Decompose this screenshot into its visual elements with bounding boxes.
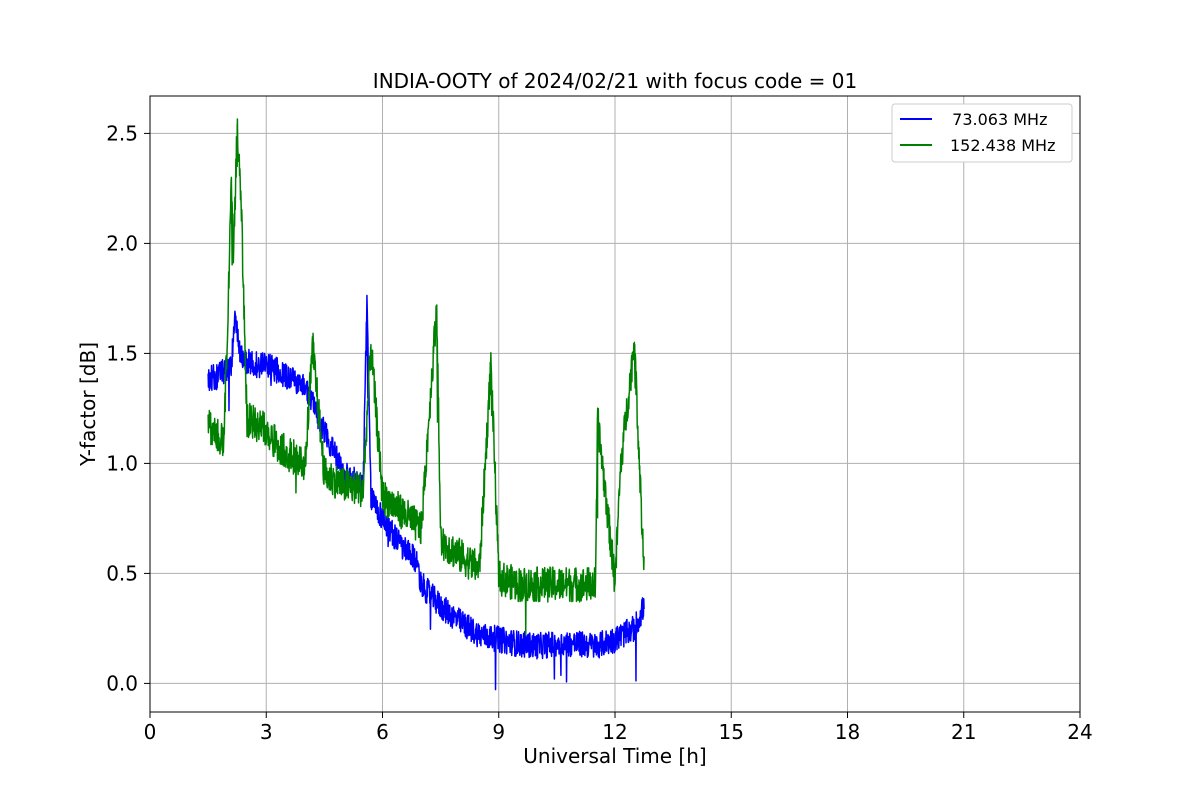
y-axis-label: Y-factor [dB] bbox=[76, 342, 100, 467]
x-tick-label: 15 bbox=[719, 720, 744, 744]
x-tick-label: 3 bbox=[260, 720, 273, 744]
y-tick-label: 0.5 bbox=[106, 561, 138, 585]
x-tick-label: 0 bbox=[144, 720, 157, 744]
x-tick-label: 21 bbox=[951, 720, 976, 744]
series-line-0 bbox=[207, 294, 645, 691]
tick-layer: 0 3 6 9 12 15 18 21 24 0.0 0.5 1.0 1.5 2.0 2.5 bbox=[106, 121, 1093, 744]
y-tick-label: 1.0 bbox=[106, 451, 138, 475]
chart-title: INDIA-OOTY of 2024/02/21 with focus code… bbox=[373, 69, 857, 93]
x-tick-label: 9 bbox=[492, 720, 505, 744]
legend-label-152mhz: 152.438 MHz bbox=[950, 136, 1055, 155]
legend: 73.063 MHz 152.438 MHz bbox=[891, 103, 1073, 163]
x-tick-label: 24 bbox=[1067, 720, 1092, 744]
y-tick-label: 2.5 bbox=[106, 121, 138, 145]
y-tick-label: 1.5 bbox=[106, 341, 138, 365]
x-tick-label: 18 bbox=[835, 720, 860, 744]
series-layer bbox=[207, 118, 645, 691]
y-tick-label: 0.0 bbox=[106, 671, 138, 695]
x-axis-label: Universal Time [h] bbox=[523, 744, 706, 768]
legend-box bbox=[891, 103, 1073, 163]
y-tick-label: 2.0 bbox=[106, 231, 138, 255]
x-tick-label: 12 bbox=[602, 720, 627, 744]
series-line-1 bbox=[207, 118, 645, 636]
legend-label-73mhz: 73.063 MHz bbox=[942, 110, 1047, 129]
x-tick-label: 6 bbox=[376, 720, 389, 744]
grid-layer bbox=[149, 96, 1081, 712]
